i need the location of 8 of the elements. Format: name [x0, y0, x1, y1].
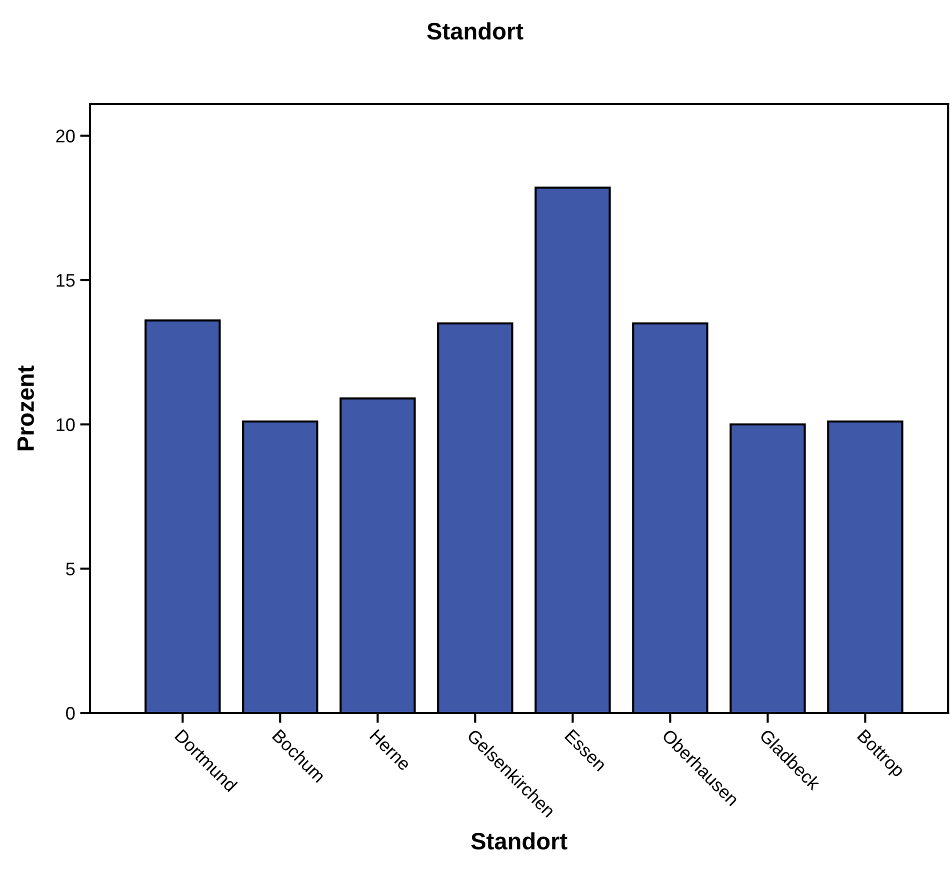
y-axis-title: Prozent	[18, 365, 34, 450]
y-tick-label: 20	[56, 130, 75, 142]
x-axis-title: Standort	[471, 832, 568, 850]
y-tick-label: 10	[56, 418, 75, 432]
y-tick-label: 15	[56, 274, 75, 287]
y-tick-label: 5	[66, 562, 75, 576]
chart-title: Standort	[427, 22, 524, 40]
y-tick-label: 0	[66, 706, 75, 720]
